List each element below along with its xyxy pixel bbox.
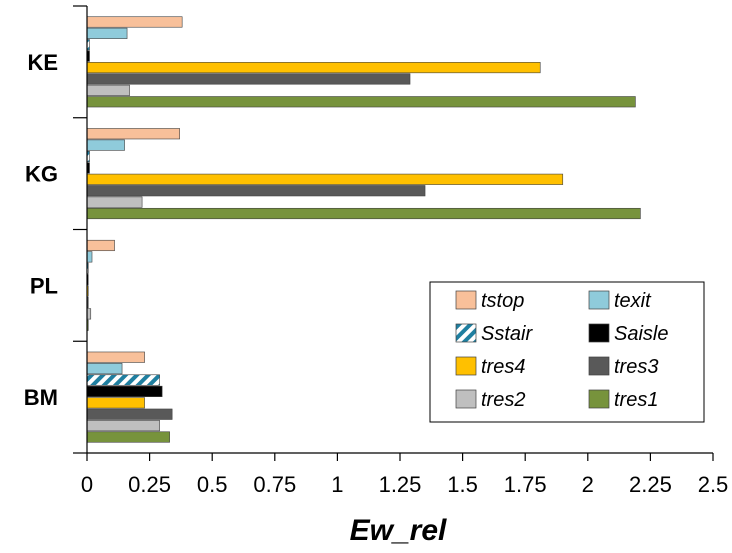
bar-ke-tres2	[86, 84, 130, 96]
legend-label-tres3: tres3	[614, 356, 658, 378]
bar-bm-tres4	[86, 397, 145, 409]
legend-label-tres2: tres2	[481, 389, 525, 411]
category-label-kg: KG	[25, 162, 58, 187]
bar-bm-tstop	[86, 351, 145, 363]
legend-swatch-tres2	[455, 389, 477, 409]
bar-bm-tres1	[86, 431, 170, 443]
bar-kg-tres2	[86, 196, 143, 208]
category-label-pl: PL	[30, 273, 58, 298]
x-tick-label: 2	[582, 472, 594, 497]
x-tick-label: 2.5	[698, 472, 729, 497]
bar-ke-tres3	[86, 73, 411, 85]
x-tick-label: 0.5	[197, 472, 228, 497]
bar-bm-saisle	[86, 385, 163, 397]
legend-swatch-saisle	[588, 323, 610, 343]
legend-swatch-tres1	[588, 389, 610, 409]
legend-swatch-texit	[588, 290, 610, 310]
legend-swatch-tres3	[588, 356, 610, 376]
x-tick-label: 1.75	[504, 472, 547, 497]
legend-swatch-tres4	[455, 356, 477, 376]
category-label-bm: BM	[24, 385, 58, 410]
legend-label-tres4: tres4	[481, 356, 525, 378]
legend-label-saisle: Saisle	[614, 323, 668, 345]
bar-bm-tres2	[86, 420, 160, 432]
legend-swatch-tstop	[455, 290, 477, 310]
bar-bm-tres3	[86, 408, 173, 420]
x-tick-label: 0.25	[128, 472, 171, 497]
x-axis-title: Ew_rel	[350, 514, 447, 547]
bar-ke-tres1	[86, 96, 636, 108]
legend: tstop texit Sstair Saisle tres4 tres3 tres2 tre…	[429, 281, 705, 423]
legend-label-tstop: tstop	[481, 290, 524, 312]
legend-label-sstair: Sstair	[481, 323, 533, 345]
bar-kg-tres3	[86, 185, 426, 197]
bar-ke-tstop	[86, 16, 183, 28]
x-tick-label: 1.5	[447, 472, 478, 497]
x-tick-label: 0	[81, 472, 93, 497]
bar-pl-tstop	[86, 239, 115, 252]
legend-label-texit: texit	[614, 290, 652, 312]
x-tick-label: 2.25	[629, 472, 672, 497]
legend-swatch-sstair	[455, 323, 477, 343]
x-tick-label: 0.75	[253, 472, 296, 497]
bar-pl-texit	[86, 251, 93, 263]
bar-ke-texit	[86, 27, 128, 39]
legend-label-tres1: tres1	[614, 389, 658, 411]
labels-group: BM PL KG KE 0 0.25 0.5 0.75 1 1.25 1.5 1.75 2 2.25 2.5	[24, 50, 729, 497]
bar-kg-texit	[86, 139, 125, 151]
axes-group	[73, 5, 714, 461]
x-tick-label: 1	[331, 472, 343, 497]
bar-kg-tres1	[86, 207, 641, 220]
bar-kg-tstop	[86, 128, 180, 140]
x-tick-label: 1.25	[379, 472, 422, 497]
bar-bm-sstair	[86, 374, 160, 386]
bar-ke-tres4	[86, 62, 541, 74]
bar-bm-texit	[86, 363, 123, 375]
category-label-ke: KE	[27, 50, 58, 75]
bar-kg-tres4	[86, 173, 564, 185]
